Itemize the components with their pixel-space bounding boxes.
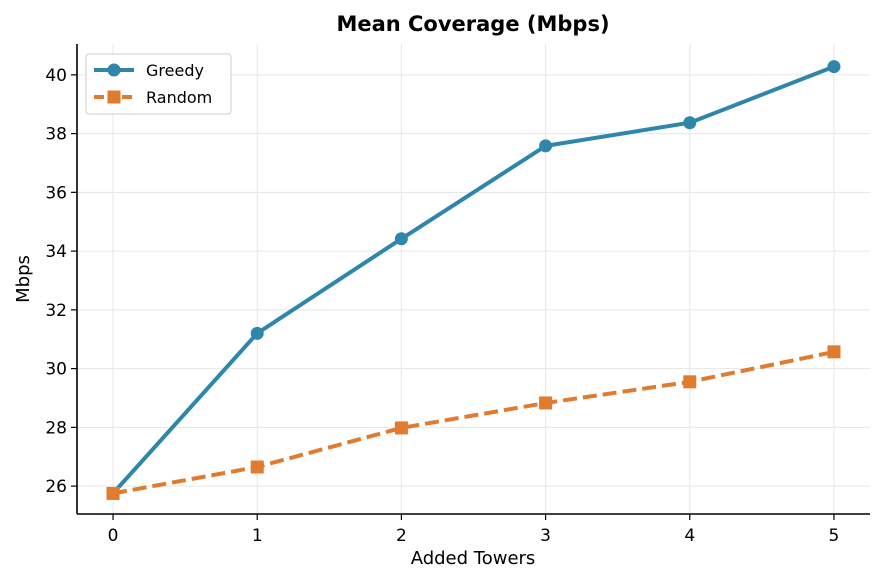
- legend-item-random: Random: [94, 88, 212, 107]
- axes: [76, 44, 870, 515]
- y-tick-label: 32: [45, 301, 67, 321]
- random-point: [827, 345, 841, 359]
- x-tick-label: 4: [684, 526, 695, 546]
- random-point: [250, 460, 264, 474]
- greedy-point: [827, 60, 841, 74]
- greedy-line: [111, 64, 835, 495]
- series: [106, 60, 841, 500]
- legend: Greedy Random: [85, 53, 232, 115]
- random-point: [683, 375, 697, 389]
- greedy-point: [539, 139, 553, 153]
- y-tick-label: 28: [45, 418, 67, 438]
- random-point: [539, 396, 553, 410]
- grid: [77, 44, 870, 514]
- greedy-point: [683, 116, 697, 130]
- greedy-point: [394, 232, 408, 246]
- x-tick-label: 0: [108, 526, 119, 546]
- legend-item-greedy: Greedy: [94, 61, 204, 80]
- y-tick-label: 36: [45, 183, 67, 203]
- random-line: [112, 349, 835, 496]
- x-tick-label: 1: [252, 526, 263, 546]
- series-random: [106, 345, 841, 500]
- y-tick-label: 38: [45, 125, 67, 145]
- x-tick-label: 2: [396, 526, 407, 546]
- y-axis-label: Mbps: [13, 255, 34, 303]
- y-tick-label: 34: [45, 242, 67, 262]
- legend-label-greedy: Greedy: [146, 61, 204, 80]
- x-axis-label: Added Towers: [411, 548, 536, 569]
- random-point: [106, 486, 120, 500]
- legend-marker-random: [107, 90, 121, 104]
- chart-title: Mean Coverage (Mbps): [336, 12, 609, 36]
- x-tick-label: 5: [829, 526, 840, 546]
- y-tick-label: 30: [45, 360, 67, 380]
- random-point: [394, 421, 408, 435]
- y-tick-label: 40: [45, 66, 67, 86]
- series-greedy: [106, 60, 841, 500]
- y-tick-label: 26: [45, 477, 67, 497]
- x-tick-label: 3: [540, 526, 551, 546]
- greedy-point: [250, 326, 264, 340]
- legend-marker-greedy: [107, 63, 121, 77]
- legend-label-random: Random: [146, 88, 212, 107]
